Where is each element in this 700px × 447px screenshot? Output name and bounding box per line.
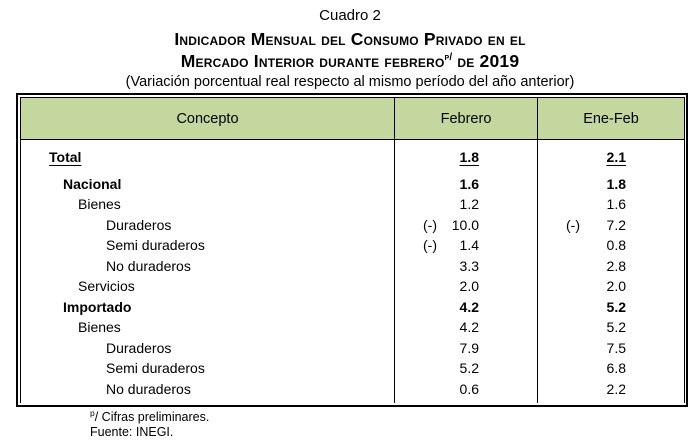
table-body: Total 1.8 2.1 Nacional 1.6 1.8 Bienes 1.… — [20, 139, 685, 403]
value-febrero: 5.2 — [459, 360, 479, 376]
table-row-servicios: Servicios 2.0 2.0 — [20, 276, 685, 297]
row-label: Semi duraderos — [106, 360, 205, 376]
table-row-total: Total 1.8 2.1 — [20, 139, 685, 174]
value-febrero: 0.6 — [459, 380, 479, 397]
negative-sign: (-) — [423, 237, 437, 253]
value-enefeb: 2.8 — [606, 257, 626, 274]
main-title-line2-year: de 2019 — [452, 51, 520, 71]
title-block: Cuadro 2 Indicador Mensual del Consumo P… — [0, 0, 700, 91]
value-enefeb: 2.2 — [606, 380, 626, 397]
row-label: Duraderos — [106, 216, 172, 233]
value-enefeb: 2.1 — [606, 149, 626, 165]
negative-sign: (-) — [423, 216, 437, 233]
main-title-line1: Indicador Mensual del Consumo Privado en… — [0, 28, 700, 50]
row-label: Bienes — [78, 196, 121, 212]
value-febrero: 1.2 — [459, 196, 479, 212]
row-label: Total — [49, 149, 82, 165]
subtitle: (Variación porcentual real respecto al m… — [125, 74, 575, 90]
column-header-febrero: Febrero — [394, 97, 538, 140]
row-label: Importado — [63, 298, 132, 315]
table-number-label: Cuadro 2 — [319, 7, 381, 24]
table-row-duraderos-nacional: Duraderos (-) 10.0 (-) 7.2 — [20, 214, 685, 235]
value-febrero: 2.0 — [459, 278, 479, 294]
row-label: Nacional — [63, 175, 122, 192]
value-enefeb: 2.0 — [606, 278, 626, 294]
value-enefeb: 0.8 — [606, 237, 626, 253]
table-row-semiduraderos-nacional: Semi duraderos (-) 1.4 0.8 — [20, 235, 685, 256]
value-febrero: 7.9 — [459, 339, 479, 356]
value-enefeb: 6.8 — [606, 360, 626, 376]
table-frame: Concepto Febrero Ene-Feb Total 1.8 2.1 N… — [16, 93, 688, 407]
column-header-concepto: Concepto — [20, 97, 395, 140]
table-row-bienes-nacional: Bienes 1.2 1.6 — [20, 194, 685, 215]
header-row: Concepto Febrero Ene-Feb — [20, 97, 685, 140]
footnote-text: / Cifras preliminares. — [94, 410, 210, 424]
footnote-superscript: p — [90, 407, 95, 418]
value-febrero: 1.4 — [459, 237, 479, 253]
row-label: No duraderos — [106, 257, 191, 274]
table-row-bienes-importado: Bienes 4.2 5.2 — [20, 317, 685, 338]
table-row-nacional: Nacional 1.6 1.8 — [20, 173, 685, 194]
table-row-duraderos-importado: Duraderos 7.9 7.5 — [20, 337, 685, 358]
value-enefeb: 7.5 — [606, 339, 626, 356]
table-row-importado: Importado 4.2 5.2 — [20, 296, 685, 317]
value-enefeb: 7.2 — [606, 216, 626, 233]
value-enefeb: 1.8 — [606, 175, 626, 192]
value-enefeb: 1.6 — [606, 196, 626, 212]
main-title-line2-text: Mercado Interior durante febrero — [180, 51, 445, 71]
source-note: Fuente: INEGI. — [90, 425, 174, 439]
value-febrero: 1.6 — [459, 175, 479, 192]
value-febrero: 10.0 — [451, 216, 479, 233]
value-febrero: 4.2 — [459, 319, 479, 335]
preliminary-superscript: p/ — [444, 52, 453, 64]
table-row-noduraderos-nacional: No duraderos 3.3 2.8 — [20, 255, 685, 276]
value-febrero: 1.8 — [459, 149, 479, 165]
negative-sign: (-) — [566, 216, 580, 233]
row-label: Bienes — [78, 319, 121, 335]
footnotes: p/ Cifras preliminares. Fuente: INEGI. — [90, 407, 700, 440]
value-enefeb: 5.2 — [606, 319, 626, 335]
consumption-indicator-table: Concepto Febrero Ene-Feb Total 1.8 2.1 N… — [20, 97, 685, 403]
row-label: Duraderos — [106, 339, 172, 356]
value-febrero: 3.3 — [459, 257, 479, 274]
row-label: No duraderos — [106, 380, 191, 397]
main-title-line2: Mercado Interior durante febrerop/ de 20… — [0, 50, 700, 72]
table-row-semiduraderos-importado: Semi duraderos 5.2 6.8 — [20, 358, 685, 379]
row-label: Semi duraderos — [106, 237, 205, 253]
row-label: Servicios — [78, 278, 135, 294]
main-title-line1-text: Indicador Mensual del Consumo Privado en… — [174, 29, 526, 49]
column-header-enefeb: Ene-Feb — [537, 97, 685, 140]
value-enefeb: 5.2 — [606, 298, 626, 315]
preliminary-note: p/ Cifras preliminares. — [90, 407, 700, 425]
table-header: Concepto Febrero Ene-Feb — [20, 97, 685, 140]
table-row-noduraderos-importado: No duraderos 0.6 2.2 — [20, 378, 685, 403]
value-febrero: 4.2 — [459, 298, 479, 315]
